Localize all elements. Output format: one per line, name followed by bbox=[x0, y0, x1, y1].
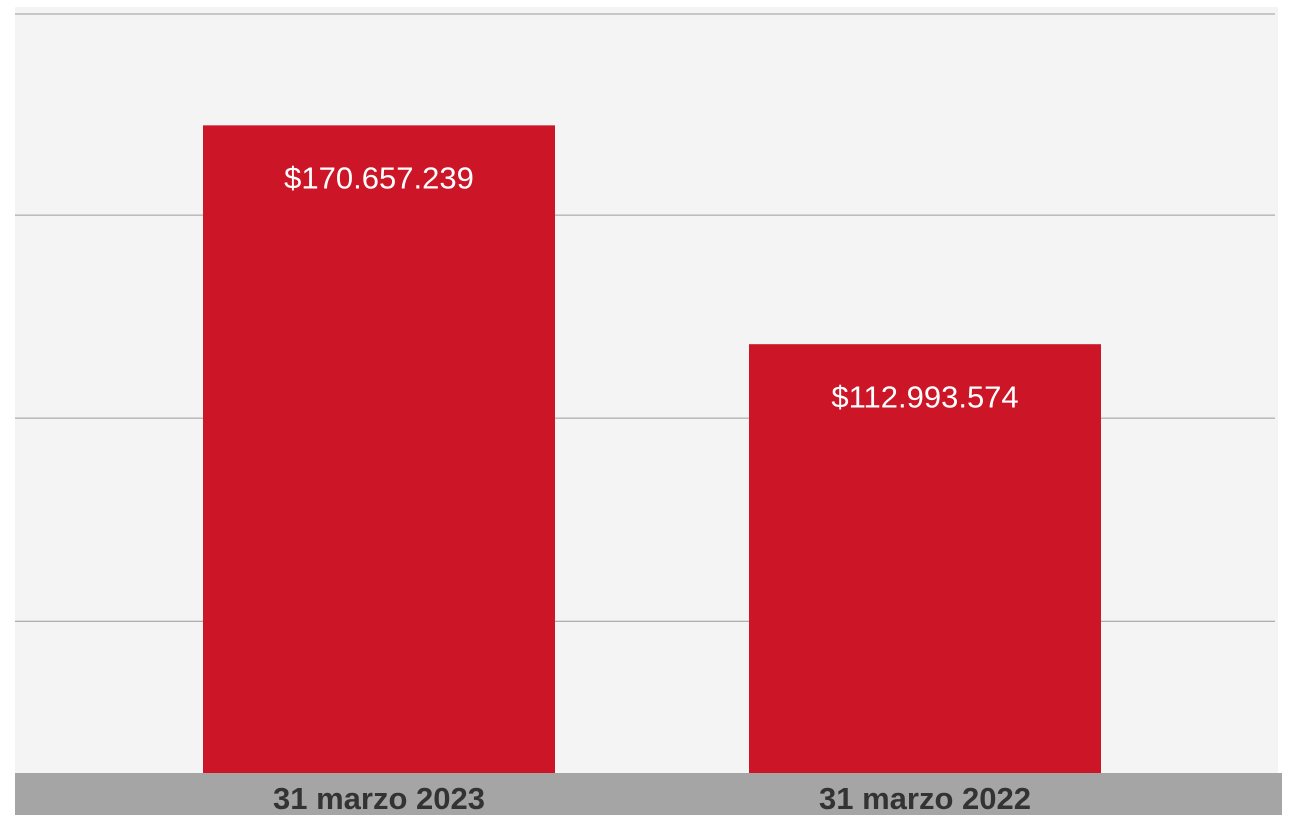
category-band bbox=[15, 773, 1282, 815]
bar bbox=[203, 125, 555, 774]
value-label: $170.657.239 bbox=[284, 161, 474, 196]
value-label: $112.993.574 bbox=[831, 379, 1018, 414]
x-tick-label: 31 marzo 2023 bbox=[273, 781, 485, 815]
x-tick-label: 31 marzo 2022 bbox=[819, 781, 1031, 815]
bar bbox=[749, 344, 1101, 773]
